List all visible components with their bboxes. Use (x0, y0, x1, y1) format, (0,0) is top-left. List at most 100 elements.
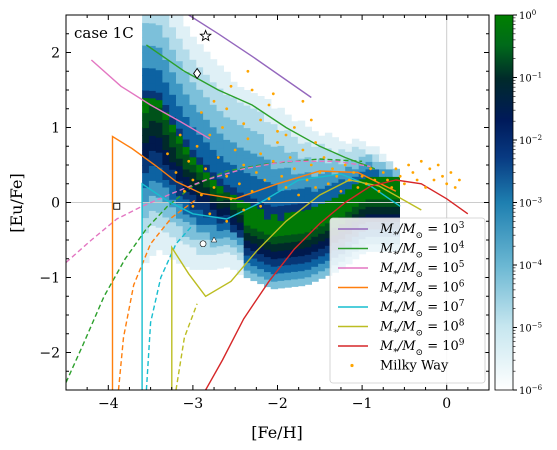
density-cell (142, 217, 150, 226)
density-cell (162, 15, 170, 23)
density-cell (291, 143, 299, 152)
density-cell (379, 191, 387, 200)
density-cell (230, 261, 238, 270)
milky-way-point (377, 189, 381, 193)
density-cell (182, 71, 191, 80)
density-cell (372, 161, 380, 170)
density-cell (358, 163, 367, 172)
density-cell (270, 236, 279, 245)
legend-label: M*/M⊙ = 104 (379, 241, 465, 261)
density-cell (311, 176, 319, 185)
density-cell (297, 218, 306, 227)
density-cell (318, 165, 326, 174)
density-cell (176, 98, 184, 107)
milky-way-point (335, 174, 339, 178)
milky-way-point (394, 167, 398, 171)
density-cell (142, 195, 150, 204)
milky-way-point (250, 88, 254, 92)
density-cell (189, 96, 197, 105)
density-cell (297, 263, 306, 272)
density-cell (351, 138, 360, 147)
density-cell (216, 185, 224, 194)
density-cell (250, 153, 258, 162)
density-cell (277, 115, 285, 124)
density-cell (338, 163, 346, 172)
milky-way-point (200, 193, 203, 197)
density-cell (223, 176, 231, 185)
density-cell (324, 245, 333, 254)
density-cell (338, 141, 346, 150)
density-cell (277, 152, 285, 161)
density-cell (331, 189, 339, 198)
density-cell (162, 224, 170, 233)
y-tick-label: 1 (51, 121, 60, 137)
density-cell (148, 60, 157, 69)
density-cell (284, 212, 292, 221)
density-cell (162, 89, 170, 98)
density-cell (182, 41, 191, 50)
density-cell (182, 191, 191, 200)
density-cell (176, 38, 184, 47)
density-cell (243, 127, 252, 136)
milky-way-point (314, 186, 317, 189)
density-cell (203, 74, 211, 83)
legend-label-milky-way: Milky Way (380, 359, 449, 374)
density-cell (203, 201, 211, 210)
density-cell (324, 260, 333, 269)
density-cell (155, 107, 164, 116)
density-cell (176, 45, 184, 54)
density-cell (209, 179, 218, 188)
density-cell (155, 77, 164, 86)
density-cell (311, 153, 319, 162)
density-cell (236, 87, 245, 96)
density-cell (331, 182, 339, 191)
density-cell (264, 226, 272, 235)
density-cell (291, 271, 299, 280)
density-cell (291, 158, 299, 167)
density-cell (182, 33, 191, 42)
density-cell (142, 157, 150, 166)
density-cell (216, 148, 224, 157)
density-cell (216, 223, 224, 232)
density-cell (318, 225, 326, 234)
density-cell (324, 162, 333, 171)
density-cell (203, 66, 211, 75)
density-cell (189, 254, 197, 263)
density-cell (236, 229, 245, 238)
milky-way-point (369, 167, 372, 171)
density-cell (223, 131, 231, 140)
colorbar-tick-label: 10−2 (519, 134, 542, 147)
milky-way-point (284, 186, 288, 189)
density-cell (223, 71, 231, 80)
density-cell (162, 81, 170, 90)
density-cell (284, 219, 292, 228)
density-cell (230, 149, 238, 158)
density-cell (338, 178, 346, 187)
density-cell (189, 216, 197, 225)
density-cell (236, 199, 245, 208)
milky-way-point (259, 152, 262, 156)
density-cell (236, 132, 245, 141)
density-cell (155, 39, 164, 48)
density-cell (250, 190, 258, 199)
density-cell (203, 51, 211, 60)
density-cell (148, 105, 157, 114)
density-cell (155, 204, 164, 213)
density-cell (223, 101, 231, 110)
colorbar-tick-label: 10−4 (519, 259, 543, 272)
density-cell (284, 264, 292, 273)
density-cell (162, 179, 170, 188)
density-cell (284, 122, 292, 131)
density-cell (345, 166, 353, 175)
density-cell (169, 221, 177, 230)
density-cell (216, 73, 224, 82)
density-cell (189, 126, 197, 135)
density-cell (291, 256, 299, 265)
density-cell (284, 197, 292, 206)
density-cell (291, 136, 299, 145)
density-cell (257, 246, 265, 255)
milky-way-point (238, 182, 241, 186)
density-cell (311, 251, 319, 260)
density-cell (209, 164, 218, 173)
density-cell (209, 201, 218, 210)
